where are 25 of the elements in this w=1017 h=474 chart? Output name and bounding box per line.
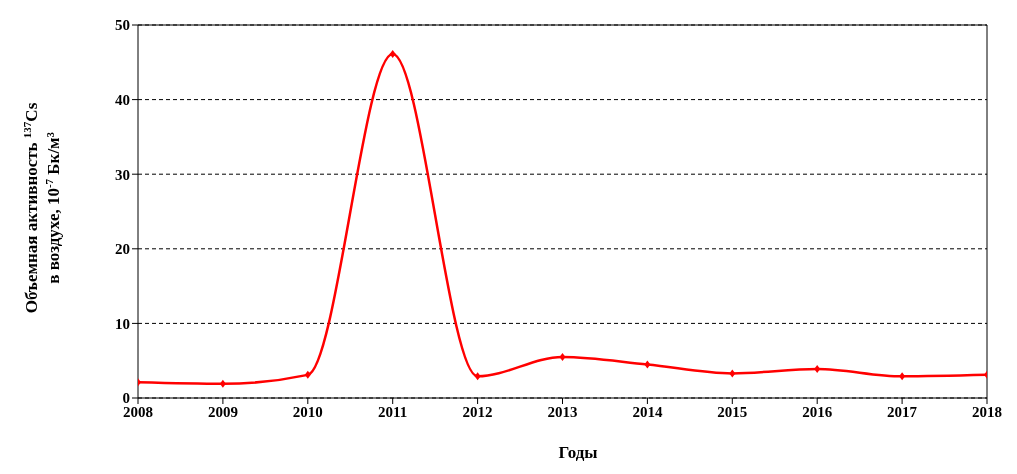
x-tick-label: 2011	[378, 403, 408, 420]
y-tick-label: 30	[115, 166, 130, 183]
x-axis-title: Годы	[558, 443, 598, 462]
x-tick-label: 2014	[632, 403, 663, 420]
point	[644, 360, 651, 369]
point	[559, 352, 566, 361]
x-tick-label: 2012	[462, 403, 493, 420]
x-tick-label: 2017	[887, 403, 918, 420]
x-tick-label: 2010	[292, 403, 323, 420]
x-tick-label: 2018	[972, 403, 1002, 420]
point	[389, 50, 396, 59]
point	[899, 372, 906, 381]
point	[814, 364, 821, 373]
x-tick-label: 2016	[802, 403, 833, 420]
x-tick-label: 2013	[547, 403, 578, 420]
point	[219, 379, 226, 388]
point	[474, 372, 481, 381]
y-tick-label: 10	[115, 315, 130, 332]
y-tick-label: 50	[115, 17, 130, 34]
y-tick-label: 40	[115, 91, 130, 108]
point	[304, 370, 311, 379]
point	[729, 369, 736, 378]
x-tick-label: 2015	[717, 403, 748, 420]
x-tick-label: 2009	[207, 403, 238, 420]
y-tick-label: 20	[115, 241, 130, 258]
